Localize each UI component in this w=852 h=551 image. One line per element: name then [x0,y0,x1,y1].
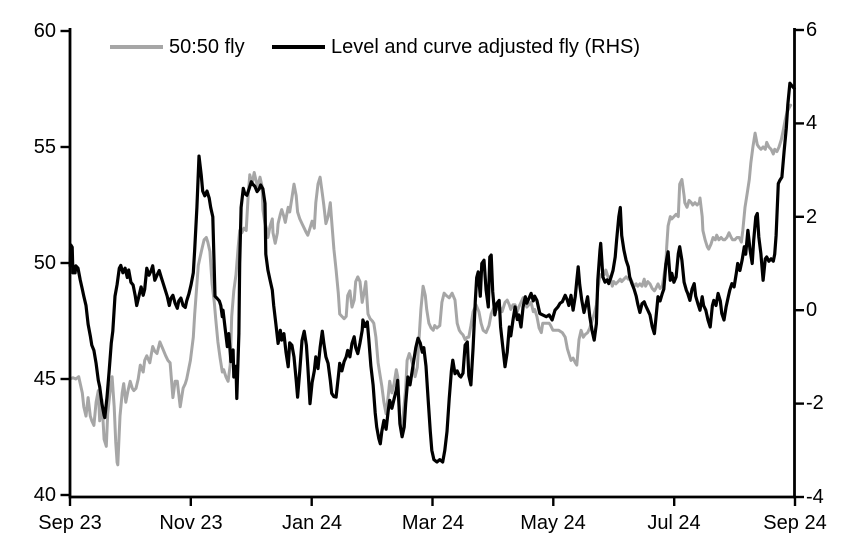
right-axis-tick-label: -4 [806,486,824,508]
left-axis-tick-label: 60 [33,20,56,42]
x-axis-tick-label: Jul 24 [647,512,701,534]
x-axis-tick-label: Sep 23 [38,512,102,534]
axes [68,28,796,499]
legend-line-sample-gray [110,45,163,49]
series-layer [68,81,796,467]
left-axis-tick-label: 40 [33,484,56,506]
series-line-gray [68,103,793,467]
right-axis-tick-label: 6 [806,19,818,41]
x-axis-tick-label: Nov 23 [159,512,223,534]
legend-line-sample-black [272,45,325,49]
x-axis-tick-label: Sep 24 [763,512,827,534]
legend-label-5050-fly: 50:50 fly [169,36,245,58]
x-axis-tick-label: May 24 [520,512,586,534]
left-axis-tick-label: 50 [33,252,56,274]
left-axis-tick-label: 45 [33,368,56,390]
legend-label-level-curve-adjusted-fly: Level and curve adjusted fly (RHS) [331,36,641,58]
right-axis-tick-label: 4 [806,112,818,134]
x-axis-tick-label: Jan 24 [281,512,343,534]
right-axis-tick-label: 0 [806,299,818,321]
tick-marks [60,28,804,506]
right-axis-tick-label: 2 [806,206,818,228]
left-axis-tick-label: 55 [33,136,56,158]
right-axis-tick-label: -2 [806,392,824,414]
x-axis-tick-label: Mar 24 [401,512,465,534]
series-line-black [68,81,796,464]
